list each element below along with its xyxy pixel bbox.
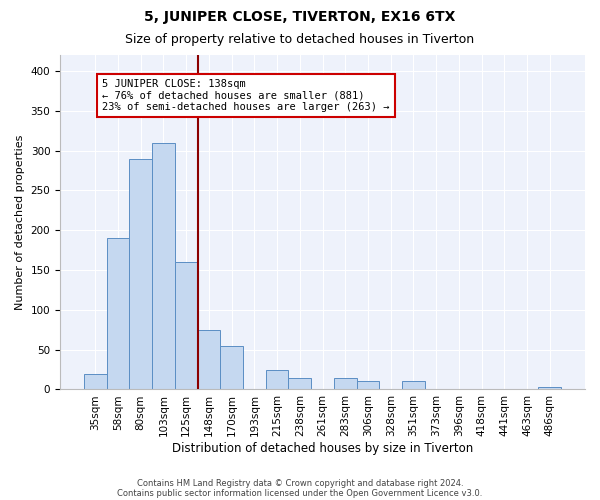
- Bar: [130, 158, 152, 390]
- Bar: [220, 346, 243, 390]
- Y-axis label: Number of detached properties: Number of detached properties: [15, 134, 25, 310]
- Text: 5 JUNIPER CLOSE: 138sqm
← 76% of detached houses are smaller (881)
23% of semi-d: 5 JUNIPER CLOSE: 138sqm ← 76% of detache…: [102, 79, 389, 112]
- Bar: [107, 238, 130, 390]
- Bar: [266, 370, 289, 390]
- Bar: [356, 382, 379, 390]
- Text: Contains HM Land Registry data © Crown copyright and database right 2024.: Contains HM Land Registry data © Crown c…: [137, 478, 463, 488]
- Bar: [402, 382, 425, 390]
- Bar: [289, 378, 311, 390]
- Text: Size of property relative to detached houses in Tiverton: Size of property relative to detached ho…: [125, 32, 475, 46]
- Bar: [197, 330, 220, 390]
- Bar: [334, 378, 356, 390]
- X-axis label: Distribution of detached houses by size in Tiverton: Distribution of detached houses by size …: [172, 442, 473, 455]
- Text: Contains public sector information licensed under the Open Government Licence v3: Contains public sector information licen…: [118, 488, 482, 498]
- Bar: [538, 387, 561, 390]
- Text: 5, JUNIPER CLOSE, TIVERTON, EX16 6TX: 5, JUNIPER CLOSE, TIVERTON, EX16 6TX: [145, 10, 455, 24]
- Bar: [175, 262, 197, 390]
- Bar: [152, 142, 175, 390]
- Bar: [84, 374, 107, 390]
